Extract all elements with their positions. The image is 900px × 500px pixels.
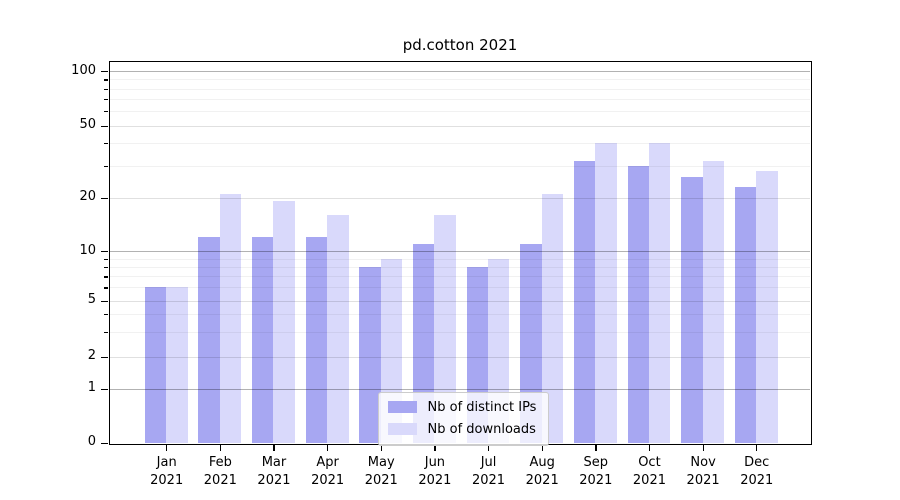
- gridline-minor: [109, 99, 810, 101]
- bar-distinct-ips: [198, 236, 220, 443]
- legend-item-distinct-ips: Nb of distinct IPs: [387, 399, 537, 415]
- y-axis-minor-tick: [104, 143, 108, 145]
- y-axis-tick: [101, 442, 108, 444]
- gridline-minor: [109, 79, 810, 81]
- y-axis-minor-tick: [104, 258, 108, 260]
- gridline-minor: [109, 88, 810, 90]
- y-axis-minor-tick: [104, 287, 108, 289]
- bar-distinct-ips: [734, 186, 757, 443]
- x-axis-tick: [595, 444, 597, 451]
- bar-downloads: [219, 193, 242, 443]
- y-axis-tick-label: 0: [87, 434, 96, 449]
- legend: Nb of distinct IPs Nb of downloads: [377, 391, 550, 446]
- y-axis-tick: [101, 356, 108, 358]
- y-axis-tick: [101, 71, 108, 73]
- x-axis-tick: [166, 444, 168, 451]
- bar-distinct-ips: [252, 236, 274, 443]
- x-axis-tick-label: Aug 2021: [525, 455, 559, 488]
- y-axis-minor-tick: [104, 79, 108, 81]
- bar-downloads: [756, 171, 778, 443]
- x-axis-tick-label: Mar 2021: [257, 455, 291, 488]
- y-axis-minor-tick: [104, 99, 108, 101]
- x-axis-tick-label: Sep 2021: [579, 455, 613, 488]
- bar-distinct-ips: [305, 236, 328, 443]
- gridline-minor: [109, 111, 810, 113]
- bar-distinct-ips: [573, 160, 596, 443]
- x-axis-tick-label: Apr 2021: [311, 455, 345, 488]
- bar-downloads: [648, 143, 671, 443]
- y-axis-tick: [101, 125, 108, 127]
- x-axis-tick: [756, 444, 758, 451]
- y-axis-tick: [101, 197, 108, 199]
- bar-downloads: [273, 201, 295, 443]
- x-axis-tick: [648, 444, 651, 451]
- x-axis-tick: [327, 444, 329, 451]
- x-axis-tick-label: Nov 2021: [686, 455, 720, 488]
- x-axis-tick: [702, 444, 704, 451]
- bar-downloads: [541, 193, 564, 443]
- x-axis-tick: [487, 444, 490, 451]
- bar-downloads: [166, 287, 188, 443]
- y-axis-minor-tick: [104, 331, 108, 334]
- plot-area: Nb of distinct IPs Nb of downloads: [108, 60, 812, 446]
- plot-inner: [109, 62, 810, 443]
- y-axis-tick: [101, 300, 108, 302]
- y-axis-tick-label: 10: [79, 242, 96, 258]
- y-axis-tick: [101, 388, 108, 390]
- y-axis-tick-label: 50: [79, 117, 96, 132]
- x-axis-tick-label: Dec 2021: [740, 455, 774, 488]
- y-axis-tick-label: 20: [79, 189, 96, 204]
- legend-swatch-distinct-ips: [387, 401, 417, 413]
- bar-distinct-ips: [144, 287, 167, 443]
- bar-downloads: [595, 143, 617, 443]
- y-axis-tick: [101, 251, 108, 253]
- bar-distinct-ips: [627, 165, 649, 443]
- x-axis-tick-label: May 2021: [364, 455, 398, 488]
- x-axis-tick-label: Jun 2021: [418, 455, 452, 488]
- y-axis-minor-tick: [104, 314, 108, 316]
- gridline-minor: [109, 143, 810, 145]
- x-axis-tick-label: Oct 2021: [632, 455, 666, 488]
- y-axis-tick-label: 2: [87, 348, 96, 363]
- y-axis-minor-tick: [104, 276, 108, 278]
- y-axis-minor-tick: [104, 111, 108, 113]
- x-axis-tick: [380, 444, 382, 451]
- bar-distinct-ips: [359, 266, 381, 443]
- legend-label-downloads: Nb of downloads: [427, 421, 536, 437]
- x-axis-tick: [273, 444, 275, 451]
- bar-downloads: [327, 214, 349, 443]
- x-axis-tick: [541, 444, 543, 451]
- bar-distinct-ips: [681, 176, 703, 443]
- x-axis-tick: [434, 444, 436, 451]
- legend-item-downloads: Nb of downloads: [387, 421, 537, 437]
- x-axis-tick-label: Jan 2021: [150, 455, 184, 488]
- y-axis-tick-label: 5: [87, 292, 96, 307]
- x-axis-tick-label: Feb 2021: [203, 455, 237, 488]
- y-axis-tick-label: 100: [71, 62, 96, 78]
- y-axis-tick-label: 1: [87, 380, 96, 395]
- legend-swatch-downloads: [387, 423, 417, 435]
- x-axis-tick-label: Jul 2021: [471, 455, 506, 488]
- x-axis-tick: [219, 444, 222, 451]
- bar-downloads: [434, 214, 456, 443]
- legend-label-distinct-ips: Nb of distinct IPs: [427, 399, 537, 415]
- gridline-major: [109, 125, 810, 127]
- bar-downloads: [702, 160, 724, 443]
- gridline-major: [109, 71, 810, 72]
- chart-title: pd.cotton 2021: [402, 36, 518, 54]
- y-axis-minor-tick: [104, 266, 108, 269]
- y-axis-minor-tick: [104, 165, 108, 167]
- y-axis-minor-tick: [104, 88, 108, 90]
